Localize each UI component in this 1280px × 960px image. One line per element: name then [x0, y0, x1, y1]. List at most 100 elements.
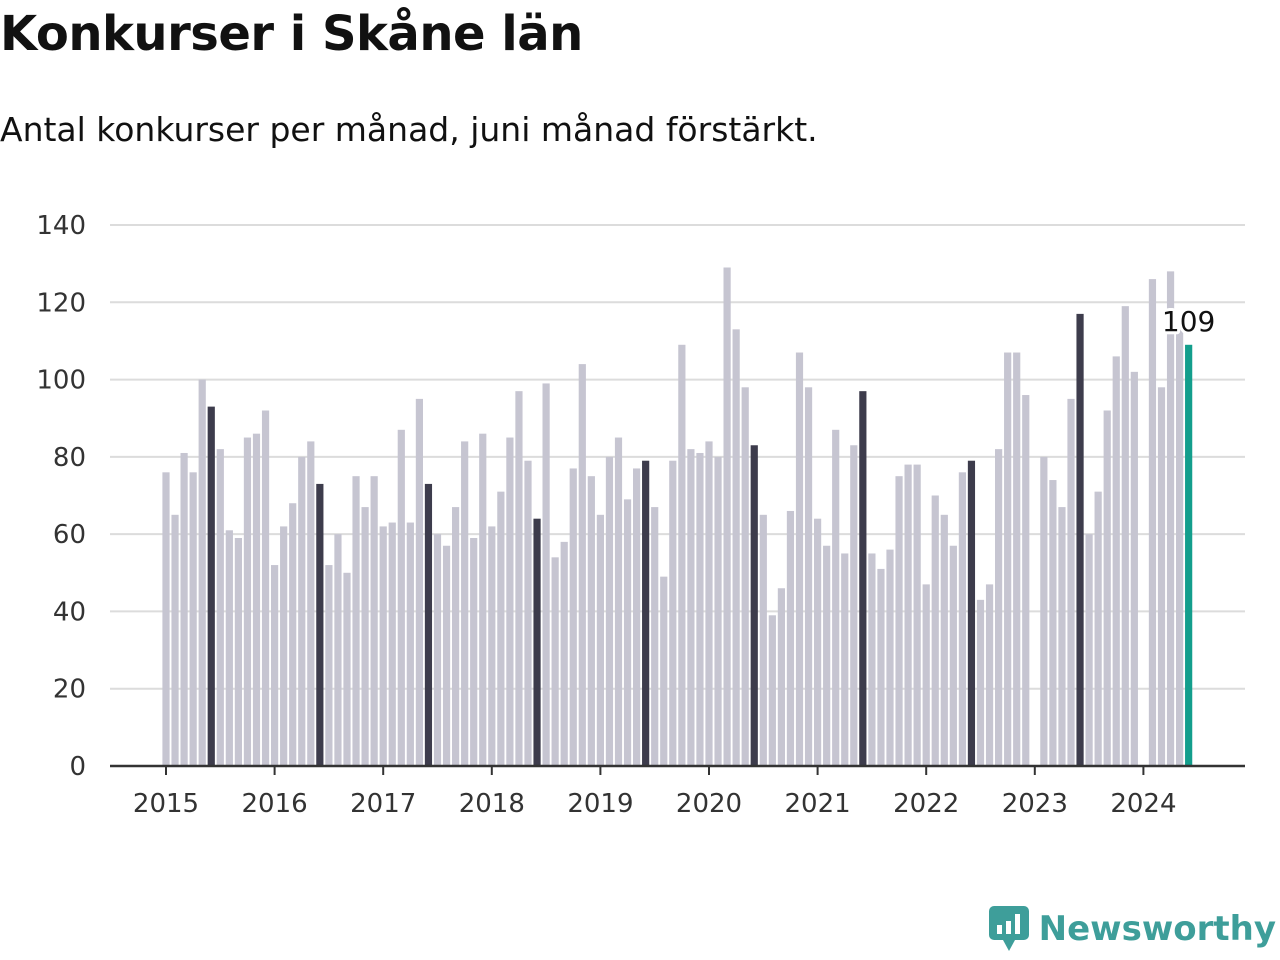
x-tick-label: 2019	[567, 789, 633, 819]
bar	[814, 518, 822, 766]
x-tick-label: 2015	[133, 789, 199, 819]
bar	[289, 503, 297, 766]
bar	[1094, 491, 1102, 766]
bar	[316, 483, 324, 766]
bar	[397, 429, 405, 766]
bar	[841, 553, 849, 766]
x-tick-label: 2017	[350, 789, 416, 819]
y-tick-label: 80	[53, 443, 86, 473]
brand-name: Newsworthy	[1038, 909, 1276, 949]
x-tick-label: 2023	[1002, 789, 1068, 819]
bar	[1013, 352, 1021, 766]
bar	[1004, 352, 1012, 766]
bar	[497, 491, 505, 766]
bar	[660, 576, 668, 766]
bar	[361, 507, 369, 766]
bar	[976, 599, 985, 766]
bar	[551, 557, 559, 766]
bar	[868, 553, 876, 766]
bar	[261, 410, 270, 766]
bar	[777, 588, 785, 766]
x-tick-label: 2024	[1110, 789, 1176, 819]
bar	[207, 406, 215, 766]
y-axis-ticks: 0 20 40 60 80 100 120 140	[36, 211, 86, 782]
bar	[388, 522, 396, 766]
bar	[479, 433, 487, 766]
bar	[940, 514, 948, 766]
bar	[370, 476, 378, 766]
bar	[614, 437, 623, 766]
bar	[669, 460, 677, 766]
bar	[895, 476, 903, 766]
bar	[967, 460, 976, 766]
bar	[687, 449, 695, 766]
bar	[1040, 456, 1048, 766]
bar	[470, 538, 478, 766]
bar	[488, 526, 496, 766]
bar	[741, 387, 749, 766]
y-tick-label: 120	[36, 288, 86, 318]
bar	[452, 507, 460, 766]
bar	[642, 460, 650, 766]
bar	[533, 518, 541, 766]
bar	[587, 476, 595, 766]
bar	[542, 383, 550, 766]
bar	[696, 452, 704, 766]
bar	[560, 541, 568, 766]
bar	[1121, 306, 1129, 766]
x-tick-label: 2018	[459, 789, 525, 819]
y-tick-label: 40	[53, 597, 86, 627]
bar	[705, 441, 713, 766]
bar	[1185, 344, 1193, 766]
bar	[506, 437, 514, 766]
bar	[252, 433, 261, 766]
bar	[823, 545, 831, 766]
bar	[343, 572, 351, 766]
bar	[931, 495, 939, 766]
bar	[180, 452, 188, 766]
bar	[352, 476, 360, 766]
bar	[1166, 271, 1175, 766]
bars	[162, 267, 1193, 766]
bar	[850, 445, 858, 766]
bar	[406, 522, 414, 766]
bar	[442, 545, 451, 766]
bar	[243, 437, 252, 766]
bar	[804, 387, 813, 766]
x-tick-label: 2022	[893, 789, 959, 819]
bar	[307, 441, 315, 766]
bar	[1130, 371, 1138, 766]
bar	[877, 568, 885, 766]
bar	[1058, 507, 1066, 766]
bar	[623, 499, 632, 766]
bar	[732, 329, 740, 766]
bar	[415, 398, 423, 766]
bar	[280, 526, 288, 766]
bar	[832, 429, 840, 766]
bar	[569, 468, 577, 766]
bar	[234, 538, 242, 766]
latest-value-label: 109	[1162, 305, 1215, 338]
bar	[759, 514, 767, 766]
y-tick-label: 100	[36, 366, 86, 396]
bar	[886, 549, 894, 766]
bar	[922, 584, 930, 766]
bar	[216, 449, 224, 766]
bar	[678, 344, 686, 766]
bar	[379, 526, 387, 766]
chart-subtitle: Antal konkurser per månad, juni månad fö…	[0, 110, 818, 149]
y-tick-label: 140	[36, 211, 86, 241]
bar	[189, 472, 197, 766]
bar	[334, 534, 342, 766]
bar	[298, 456, 306, 766]
bar	[1085, 534, 1093, 766]
bar	[605, 456, 614, 766]
bar	[714, 456, 722, 766]
bar	[596, 514, 604, 766]
bar	[325, 565, 333, 766]
bar	[995, 449, 1003, 766]
x-axis-ticks: 2015 2016 2017 2018 2019 2020 2021 2022 2023 2024	[133, 766, 1176, 819]
bar	[1157, 387, 1166, 766]
bar	[795, 352, 804, 766]
